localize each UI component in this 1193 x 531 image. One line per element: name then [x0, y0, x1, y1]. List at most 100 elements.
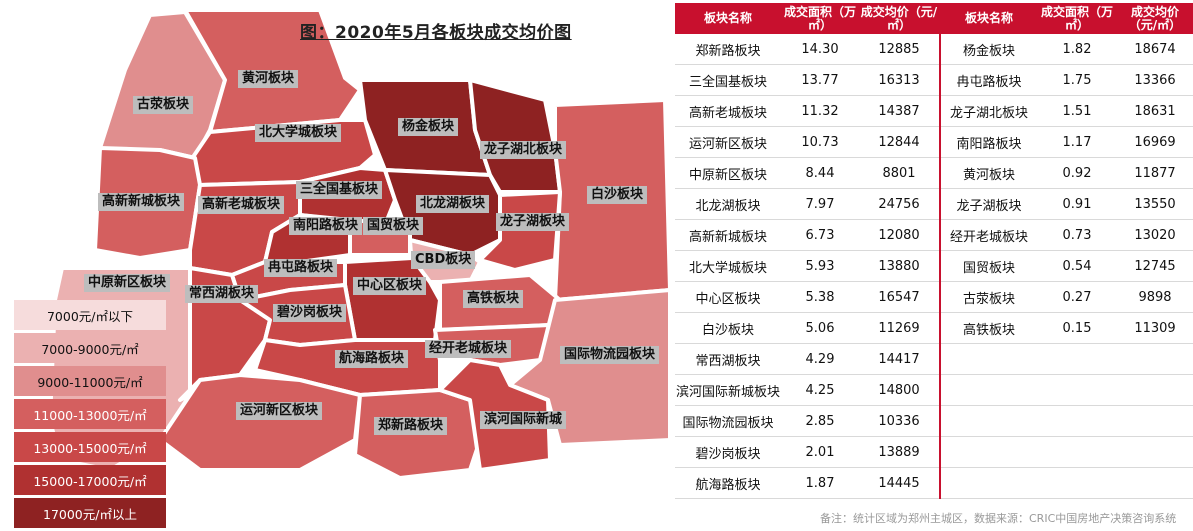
- col-header-area: 成交面积（万㎡）: [781, 3, 859, 34]
- cell-area: 2.01: [781, 436, 859, 468]
- region-longzihu: [478, 190, 562, 272]
- cell-price: 18631: [1117, 95, 1193, 127]
- cell-price: 24756: [859, 188, 940, 220]
- cell-price: 13550: [1117, 188, 1193, 220]
- cell-area: 0.54: [1037, 250, 1117, 282]
- region-label: 龙子湖板块: [496, 213, 570, 231]
- cell-name: 郑新路板块: [675, 34, 781, 65]
- table-row: 国际物流园板块 2.85 10336: [675, 405, 1193, 437]
- region-label: 南阳路板块: [289, 217, 363, 235]
- table-row: 北大学城板块 5.93 13880 国贸板块 0.54 12745: [675, 250, 1193, 282]
- region-label: 中心区板块: [353, 277, 427, 295]
- legend-item: 7000-9000元/㎡: [14, 333, 166, 363]
- cell-price: [1117, 374, 1193, 406]
- cell-price: 18674: [1117, 34, 1193, 65]
- legend-item: 7000元/㎡以下: [14, 300, 166, 330]
- cell-area: [1037, 343, 1117, 375]
- cell-area: 8.44: [781, 157, 859, 189]
- cell-area: 0.73: [1037, 219, 1117, 251]
- table-row: 三全国基板块 13.77 16313 冉屯路板块 1.75 13366: [675, 64, 1193, 96]
- cell-area: 10.73: [781, 126, 859, 158]
- region-label: 北龙湖板块: [416, 195, 490, 213]
- table-row: 航海路板块 1.87 14445: [675, 467, 1193, 499]
- region-label: 碧沙岗板块: [273, 304, 347, 322]
- cell-name: 北龙湖板块: [675, 188, 781, 220]
- cell-area: 0.27: [1037, 281, 1117, 313]
- cell-area: 1.87: [781, 467, 859, 499]
- map-title: 图：2020年5月各板块成交均价图: [300, 23, 572, 43]
- cell-name: [939, 374, 1037, 406]
- cell-name: [939, 436, 1037, 468]
- table-row: 高新新城板块 6.73 12080 经开老城板块 0.73 13020: [675, 219, 1193, 251]
- cell-price: 16547: [859, 281, 940, 313]
- cell-price: 13366: [1117, 64, 1193, 96]
- cell-area: 0.91: [1037, 188, 1117, 220]
- cell-name: 高新老城板块: [675, 95, 781, 127]
- cell-price: 9898: [1117, 281, 1193, 313]
- cell-name: 黄河板块: [939, 157, 1037, 189]
- cell-name: 中原新区板块: [675, 157, 781, 189]
- table-row: 中心区板块 5.38 16547 古荥板块 0.27 9898: [675, 281, 1193, 313]
- cell-area: 0.92: [1037, 157, 1117, 189]
- cell-price: 10336: [859, 405, 940, 437]
- region-label: 冉屯路板块: [264, 259, 338, 277]
- cell-name: 经开老城板块: [939, 219, 1037, 251]
- cell-area: 5.38: [781, 281, 859, 313]
- cell-name: 杨金板块: [939, 34, 1037, 65]
- price-legend: 7000元/㎡以下 7000-9000元/㎡ 9000-11000元/㎡ 110…: [14, 300, 166, 531]
- table-row: 郑新路板块 14.30 12885 杨金板块 1.82 18674: [675, 34, 1193, 65]
- table-row: 高新老城板块 11.32 14387 龙子湖北板块 1.51 18631: [675, 95, 1193, 127]
- cell-name: 龙子湖北板块: [939, 95, 1037, 127]
- cell-price: 8801: [859, 157, 940, 189]
- legend-item: 15000-17000元/㎡: [14, 465, 166, 495]
- cell-area: 1.82: [1037, 34, 1117, 65]
- region-label: 北大学城板块: [255, 124, 342, 142]
- cell-area: 1.75: [1037, 64, 1117, 96]
- cell-area: [1037, 374, 1117, 406]
- table-row: 运河新区板块 10.73 12844 南阳路板块 1.17 16969: [675, 126, 1193, 158]
- cell-price: 11269: [859, 312, 940, 344]
- cell-name: 国贸板块: [939, 250, 1037, 282]
- cell-price: 14445: [859, 467, 940, 499]
- cell-name: 古荥板块: [939, 281, 1037, 313]
- region-label: 杨金板块: [398, 118, 459, 136]
- cell-area: [1037, 405, 1117, 437]
- cell-price: 11309: [1117, 312, 1193, 344]
- cell-price: 16969: [1117, 126, 1193, 158]
- cell-price: 14417: [859, 343, 940, 375]
- region-label: 高新老城板块: [198, 196, 285, 214]
- cell-area: [1037, 436, 1117, 468]
- cell-name: 滨河国际新城板块: [675, 374, 781, 406]
- cell-price: 16313: [859, 64, 940, 96]
- legend-item: 17000元/㎡以上: [14, 498, 166, 528]
- cell-name: 航海路板块: [675, 467, 781, 499]
- table-row: 中原新区板块 8.44 8801 黄河板块 0.92 11877: [675, 157, 1193, 189]
- cell-area: 2.85: [781, 405, 859, 437]
- col-header-name: 板块名称: [675, 3, 781, 34]
- table-row: 白沙板块 5.06 11269 高铁板块 0.15 11309: [675, 312, 1193, 344]
- cell-name: [939, 467, 1037, 499]
- cell-area: 5.93: [781, 250, 859, 282]
- cell-area: 14.30: [781, 34, 859, 65]
- cell-price: [1117, 467, 1193, 499]
- table-body: 郑新路板块 14.30 12885 杨金板块 1.82 18674 三全国基板块 13.77 1…: [675, 34, 1193, 499]
- cell-area: 1.51: [1037, 95, 1117, 127]
- region-label: 黄河板块: [238, 70, 299, 88]
- cell-area: 7.97: [781, 188, 859, 220]
- col-header-price: 成交均价（元/㎡）: [859, 3, 940, 34]
- region-label: 航海路板块: [335, 350, 409, 368]
- table-row: 滨河国际新城板块 4.25 14800: [675, 374, 1193, 406]
- region-label: 三全国基板块: [296, 181, 383, 199]
- cell-name: [939, 343, 1037, 375]
- col-header-name: 板块名称: [939, 3, 1037, 34]
- cell-price: 13020: [1117, 219, 1193, 251]
- cell-name: 南阳路板块: [939, 126, 1037, 158]
- region-label: 国际物流园板块: [560, 346, 660, 364]
- cell-area: 1.17: [1037, 126, 1117, 158]
- cell-price: 12885: [859, 34, 940, 65]
- cell-price: 14387: [859, 95, 940, 127]
- cell-price: [1117, 436, 1193, 468]
- cell-name: 高新新城板块: [675, 219, 781, 251]
- cell-area: 6.73: [781, 219, 859, 251]
- cell-name: 白沙板块: [675, 312, 781, 344]
